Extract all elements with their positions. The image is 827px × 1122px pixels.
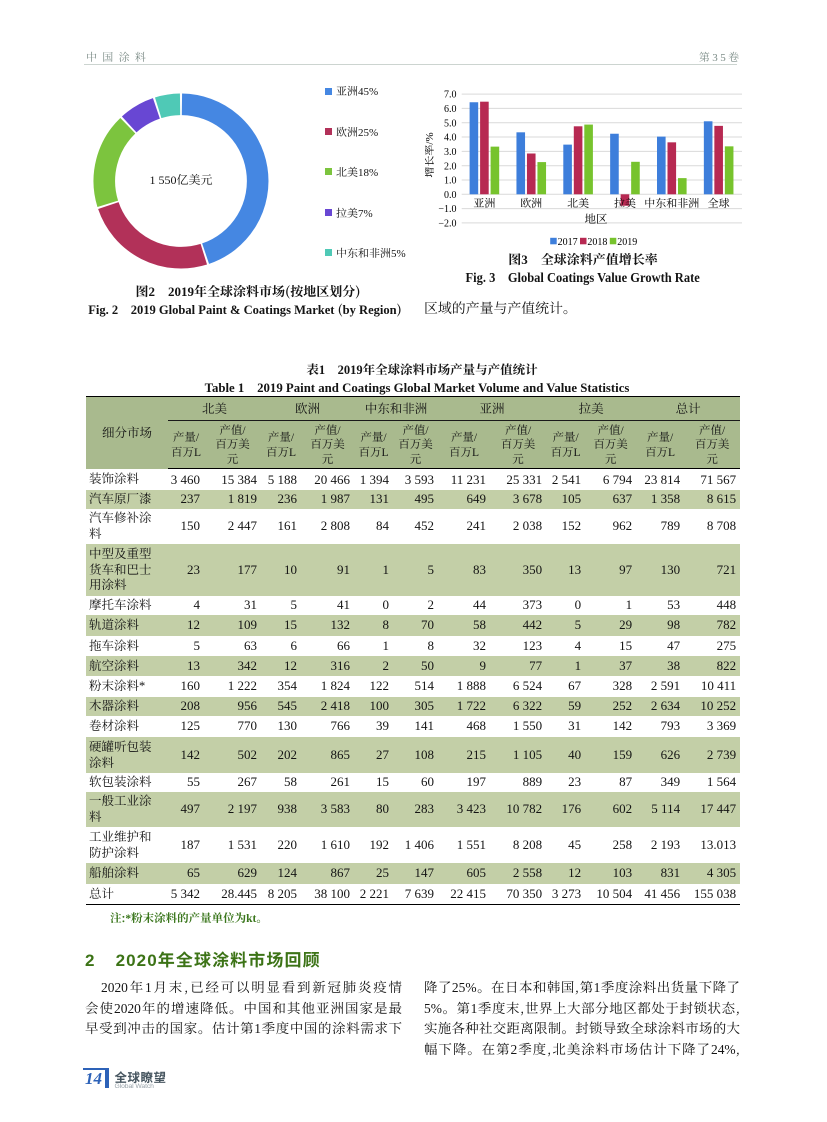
svg-text:7.0: 7.0: [444, 90, 457, 101]
svg-text:1.0: 1.0: [444, 176, 457, 187]
svg-text:2017: 2017: [558, 237, 578, 248]
svg-text:−1.0: −1.0: [438, 204, 456, 215]
svg-text:拉美: 拉美: [614, 195, 636, 211]
svg-text:3.0: 3.0: [444, 147, 457, 158]
svg-text:5.0: 5.0: [444, 118, 457, 129]
svg-text:全球: 全球: [708, 195, 730, 211]
svg-text:2018: 2018: [587, 237, 607, 248]
svg-text:2019: 2019: [617, 237, 637, 248]
svg-text:6.0: 6.0: [444, 104, 457, 115]
svg-text:中东和非洲: 中东和非洲: [644, 195, 699, 211]
svg-text:北美: 北美: [567, 195, 589, 211]
svg-text:亚洲: 亚洲: [473, 195, 495, 211]
svg-text:0.0: 0.0: [444, 190, 457, 201]
svg-text:−2.0: −2.0: [438, 219, 456, 230]
svg-text:地区: 地区: [585, 211, 608, 227]
svg-text:增长率/%: 增长率/%: [425, 132, 437, 177]
svg-text:4.0: 4.0: [444, 133, 457, 144]
svg-text:2.0: 2.0: [444, 161, 457, 172]
svg-text:欧洲: 欧洲: [520, 195, 542, 211]
